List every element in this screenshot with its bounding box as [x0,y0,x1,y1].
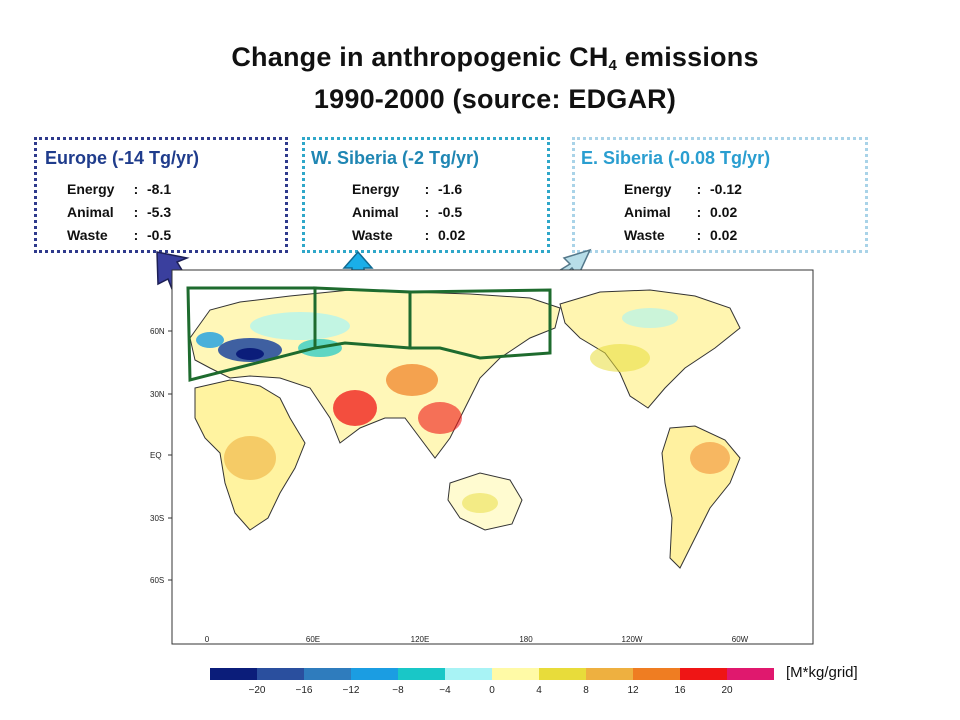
colorbar-swatch [492,668,539,680]
colorbar-tick-label: 4 [536,685,542,696]
region-outlines [186,286,552,382]
lat-label-30s: 30S [150,514,164,523]
colorbar-swatch [445,668,492,680]
colorbar-tick-label: −12 [343,685,360,696]
e-siberia-summary-box: E. Siberia (-0.08 Tg/yr) Energy: -0.12 An… [572,137,868,253]
e-siberia-region-outline [408,288,552,360]
w-siberia-title: W. Siberia (-2 Tg/yr) [311,148,480,168]
lon-label-120e: 120E [411,635,430,644]
w-siberia-region-outline [313,286,412,350]
colorbar-tick-label: 8 [583,685,589,696]
colorbar-swatch [304,668,351,680]
colorbar-tick-label: −4 [439,685,451,696]
colorbar-swatch [257,668,304,680]
europe-waste-row: Waste: -0.5 [67,227,172,243]
lon-label-120w: 120W [622,635,643,644]
lat-label-eq: EQ [150,451,162,460]
colorbar-swatch [586,668,633,680]
lat-label-60s: 60S [150,576,164,585]
latitude-labels: 60N 30N EQ 30S 60S [150,327,165,585]
colorbar-swatches [210,668,774,680]
europe-summary-box: Europe (-14 Tg/yr) Energy: -8.1 Animal: -5… [34,137,288,253]
colorbar-tick-label: 0 [489,685,495,696]
e-siberia-animal-row: Animal:0.02 [624,204,738,220]
colorbar-swatch [210,668,257,680]
e-siberia-title: E. Siberia (-0.08 Tg/yr) [581,148,771,168]
lat-label-30n: 30N [150,390,165,399]
colorbar-tick-labels: −20 −16 −12 −8 −4 0 4 8 12 16 20 [249,685,733,696]
colorbar-swatch [351,668,398,680]
colorbar: −20 −16 −12 −8 −4 0 4 8 12 16 20 [210,668,774,696]
longitude-labels: 0 60E 120E 180 120W 60W [205,635,749,644]
colorbar-swatch [633,668,680,680]
ch4-emission-change-map: 60N 30N EQ 30S 60S 0 60E 120E 180 120W 6… [150,269,814,645]
lon-label-60e: 60E [306,635,320,644]
europe-title: Europe (-14 Tg/yr) [45,148,200,168]
emission-hotspots [196,308,730,513]
colorbar-swatch [727,668,774,680]
colorbar-tick-label: 16 [674,685,686,696]
colorbar-tick-label: 20 [721,685,733,696]
lon-label-60w: 60W [732,635,749,644]
w-siberia-summary-box: W. Siberia (-2 Tg/yr) Energy: -1.6 Animal… [302,137,550,253]
colorbar-tick-label: 12 [627,685,639,696]
colorbar-swatch [539,668,586,680]
latitude-ticks [168,330,172,581]
w-siberia-waste-row: Waste:0.02 [352,227,466,243]
lon-label-180: 180 [519,635,533,644]
e-siberia-energy-row: Energy: -0.12 [624,181,742,197]
colorbar-swatch [680,668,727,680]
colorbar-tick-label: −8 [392,685,404,696]
w-siberia-animal-row: Animal: -0.5 [352,204,463,220]
colorbar-tick-label: −16 [296,685,313,696]
europe-energy-row: Energy: -8.1 [67,181,172,197]
colorbar-tick-label: −20 [249,685,266,696]
colorbar-swatch [398,668,445,680]
colorbar-units: [M*kg/grid] [786,664,858,681]
w-siberia-energy-row: Energy: -1.6 [352,181,463,197]
lon-label-0: 0 [205,635,210,644]
lat-label-60n: 60N [150,327,165,336]
map-title-line-1: Change in anthropogenic CH4 emissions [231,42,759,74]
europe-animal-row: Animal: -5.3 [67,204,172,220]
map-title-line-2: 1990-2000 (source: EDGAR) [313,84,677,114]
e-siberia-waste-row: Waste:0.02 [624,227,738,243]
